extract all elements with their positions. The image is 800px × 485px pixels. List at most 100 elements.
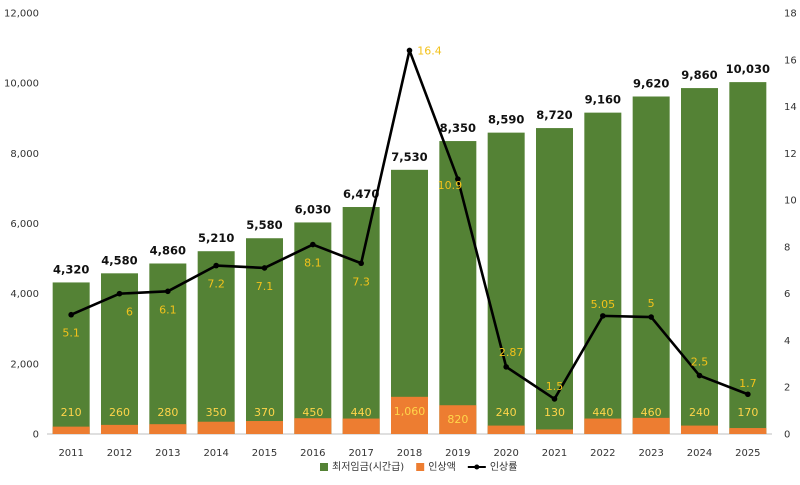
y-left-tick-label: 12,000 xyxy=(4,9,39,20)
x-tick-label: 2017 xyxy=(348,448,373,459)
legend-line-marker xyxy=(474,464,480,470)
increase-data-label: 350 xyxy=(206,406,227,419)
rate-point xyxy=(503,364,509,370)
x-tick-label: 2022 xyxy=(590,448,615,459)
wage-data-label: 8,350 xyxy=(440,121,476,135)
increase-bar xyxy=(584,418,622,434)
x-tick-label: 2021 xyxy=(542,448,567,459)
x-tick-label: 2016 xyxy=(300,448,325,459)
wage-data-label: 4,320 xyxy=(53,262,89,276)
wage-data-label: 9,620 xyxy=(633,76,669,90)
rate-data-label: 1.7 xyxy=(739,377,757,390)
rate-point xyxy=(455,176,461,182)
increase-data-label: 210 xyxy=(61,406,82,419)
y-left-tick-label: 6,000 xyxy=(10,219,39,230)
wage-data-label: 5,580 xyxy=(246,218,282,232)
rate-point xyxy=(745,391,751,398)
y-left-tick-label: 8,000 xyxy=(10,149,39,160)
increase-bar xyxy=(246,421,283,434)
increase-bar xyxy=(439,405,477,434)
y-right-tick-label: 16 xyxy=(784,55,797,66)
wage-data-label: 6,470 xyxy=(343,187,379,201)
rate-point xyxy=(648,314,654,320)
wage-bar xyxy=(294,222,332,434)
y-right-tick-label: 4 xyxy=(784,336,790,347)
increase-data-label: 130 xyxy=(544,406,565,419)
increase-data-label: 240 xyxy=(689,406,710,419)
rate-point xyxy=(68,311,74,318)
y-right-tick-label: 10 xyxy=(784,196,797,207)
wage-bar xyxy=(632,96,670,434)
y-right-tick-label: 6 xyxy=(784,289,790,300)
wage-data-label: 4,580 xyxy=(101,253,137,267)
wage-bar xyxy=(729,82,767,434)
y-left-tick-label: 0 xyxy=(33,430,39,441)
rate-point xyxy=(165,288,171,295)
wage-data-label: 8,720 xyxy=(536,108,572,122)
y-right-tick-label: 8 xyxy=(784,242,790,253)
increase-data-label: 1,060 xyxy=(394,405,426,418)
increase-data-label: 440 xyxy=(592,406,613,419)
rate-data-label: 2.87 xyxy=(499,346,524,359)
increase-data-label: 460 xyxy=(641,406,662,419)
increase-bar xyxy=(536,429,573,434)
y-right-tick-label: 18 xyxy=(784,9,797,20)
rate-data-label: 5 xyxy=(648,297,655,310)
wage-bar xyxy=(391,169,428,434)
x-tick-label: 2020 xyxy=(493,448,518,459)
rate-point xyxy=(116,290,123,297)
rate-data-label: 10.9 xyxy=(438,179,463,192)
y-right-tick-label: 14 xyxy=(784,102,797,113)
x-tick-label: 2013 xyxy=(155,448,180,459)
legend-swatch-0 xyxy=(320,463,328,471)
y-left-tick-label: 2,000 xyxy=(10,359,39,370)
increase-data-label: 440 xyxy=(351,406,372,419)
wage-data-label: 5,210 xyxy=(198,231,234,245)
wage-data-label: 7,530 xyxy=(391,150,427,164)
x-tick-label: 2019 xyxy=(445,448,470,459)
rate-data-label: 7.2 xyxy=(207,278,225,291)
wage-bar xyxy=(342,207,380,434)
y-right-tick-label: 0 xyxy=(784,430,790,441)
wage-data-label: 8,590 xyxy=(488,113,524,127)
increase-data-label: 450 xyxy=(302,406,323,419)
legend-label: 최저임금(시간급) xyxy=(332,460,404,473)
rate-data-label: 16.4 xyxy=(417,44,442,57)
increase-data-label: 280 xyxy=(157,406,178,419)
wage-data-label: 10,030 xyxy=(726,62,770,76)
increase-bar xyxy=(197,421,235,434)
increase-bar xyxy=(391,396,428,434)
wage-data-label: 9,160 xyxy=(585,93,621,107)
x-tick-label: 2014 xyxy=(203,448,228,459)
increase-bar xyxy=(487,425,525,434)
increase-data-label: 260 xyxy=(109,406,130,419)
increase-bar xyxy=(342,418,380,434)
rate-point xyxy=(696,372,703,379)
rate-data-label: 8.1 xyxy=(304,257,322,270)
legend-label: 인상률 xyxy=(490,461,518,473)
x-tick-label: 2024 xyxy=(687,448,712,459)
increase-bar xyxy=(681,425,718,434)
rate-data-label: 2.5 xyxy=(691,356,709,369)
wage-bar xyxy=(439,141,477,434)
wage-data-label: 4,860 xyxy=(150,243,186,257)
legend-swatch-1 xyxy=(416,463,425,471)
rate-point xyxy=(551,396,558,402)
increase-bar xyxy=(52,426,90,434)
rate-point xyxy=(358,260,364,267)
increase-data-label: 370 xyxy=(254,406,275,419)
increase-bar xyxy=(294,418,332,434)
increase-data-label: 170 xyxy=(737,406,758,419)
wage-bar xyxy=(197,251,235,434)
rate-point xyxy=(261,265,268,271)
y-left-tick-label: 4,000 xyxy=(10,289,39,300)
x-tick-label: 2015 xyxy=(252,448,277,459)
x-tick-label: 2023 xyxy=(638,448,663,459)
wage-bar xyxy=(681,88,718,434)
rate-point xyxy=(310,241,316,248)
increase-bar xyxy=(149,424,187,434)
wage-bar xyxy=(487,132,525,435)
rate-point xyxy=(600,313,606,319)
rate-data-label: 6.1 xyxy=(159,303,177,316)
